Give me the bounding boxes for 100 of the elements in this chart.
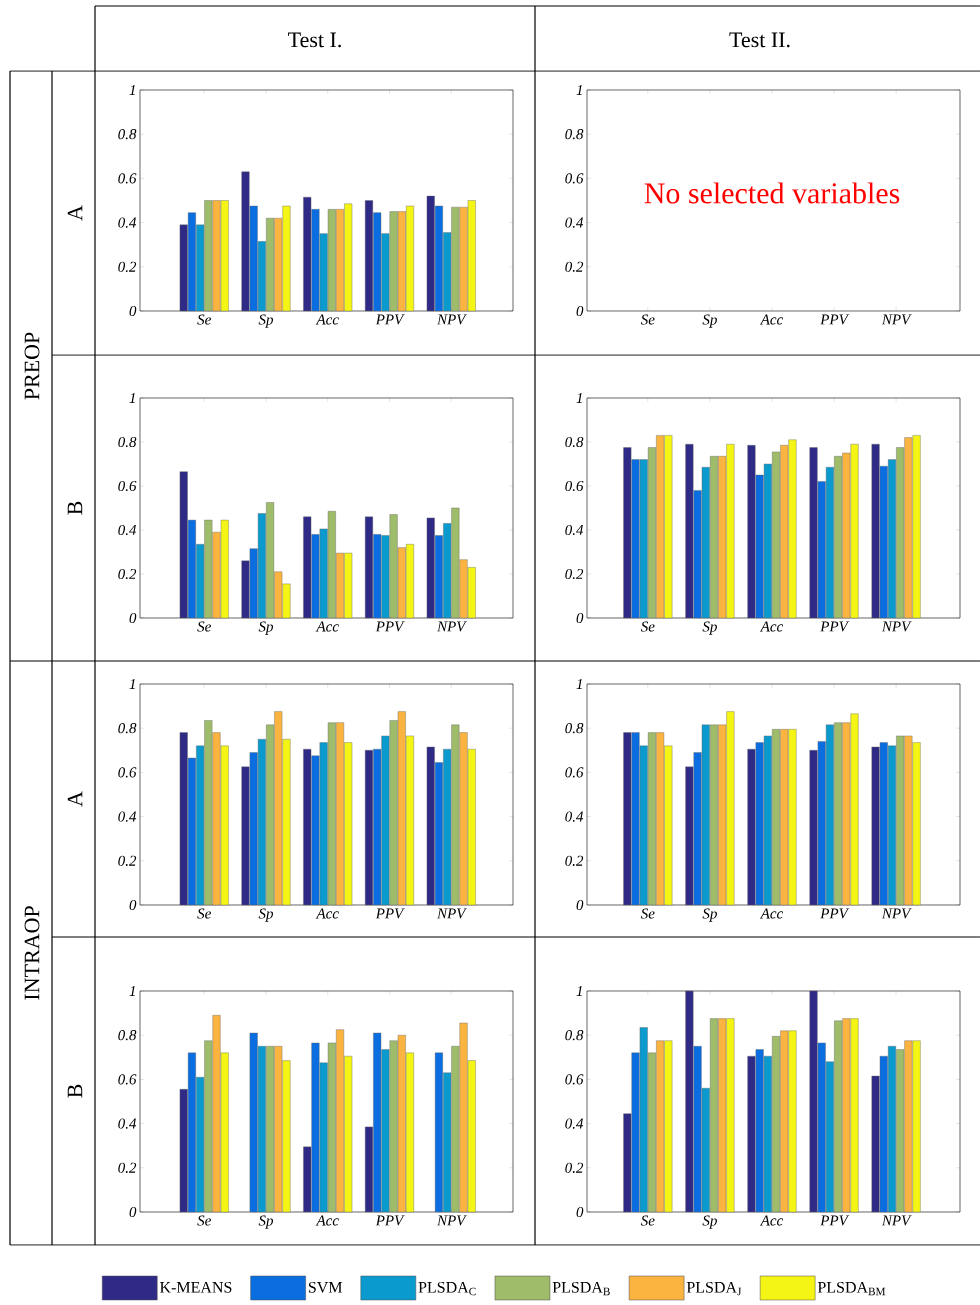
y-tick-label: 0.2 — [565, 261, 584, 272]
y-tick-label: 0.6 — [565, 1074, 584, 1085]
y-tick-label: 0.2 — [565, 1162, 584, 1173]
y-tick-label: 0 — [576, 305, 584, 317]
x-tick-label: Acc — [315, 621, 339, 632]
y-tick-label: 0.2 — [565, 568, 584, 580]
x-tick-label: NPV — [881, 1215, 912, 1226]
x-tick-label: PPV — [375, 314, 405, 325]
x-tick-label: Se — [640, 314, 655, 325]
x-tick-label: PPV — [375, 621, 405, 632]
legend-label: SVM — [308, 1281, 343, 1293]
x-tick-label: Se — [640, 908, 655, 919]
y-tick-label: 0.6 — [118, 173, 137, 184]
x-tick-label: Sp — [258, 621, 274, 635]
y-tick-label: 1 — [129, 85, 135, 95]
x-tick-label: Acc — [315, 908, 339, 919]
y-tick-label: 0 — [576, 1206, 584, 1218]
legend-label: PLSDA$_{J}$ — [686, 1281, 742, 1296]
x-tick-label: NPV — [881, 908, 912, 919]
y-tick-label: 0.4 — [565, 524, 584, 536]
x-tick-label: NPV — [436, 1215, 467, 1226]
x-tick-label: NPV — [881, 621, 912, 632]
y-tick-label: 0.8 — [118, 129, 137, 140]
text: Test I. — [288, 32, 341, 48]
text: B — [67, 1084, 83, 1098]
y-tick-label: 0.2 — [118, 855, 137, 866]
y-tick-label: 0.4 — [118, 217, 137, 228]
y-tick-label: 0 — [129, 899, 137, 911]
y-tick-label: 0.6 — [565, 480, 584, 492]
x-tick-label: Sp — [702, 621, 717, 635]
y-tick-label: 0.2 — [565, 855, 584, 866]
x-tick-label: NPV — [436, 908, 467, 919]
y-tick-label: 0.4 — [565, 1118, 584, 1129]
x-tick-label: Acc — [759, 314, 784, 325]
y-tick-label: 1 — [576, 85, 582, 95]
x-tick-label: Acc — [759, 1215, 784, 1226]
y-tick-label: 1 — [576, 393, 582, 403]
y-tick-label: 0.4 — [565, 811, 584, 822]
y-tick-label: 0.4 — [565, 217, 584, 228]
legend-label: PLSDA$_{B}$ — [552, 1281, 610, 1296]
x-tick-label: Se — [197, 314, 211, 325]
y-tick-label: 1 — [129, 679, 135, 689]
y-tick-label: 1 — [129, 986, 135, 996]
x-tick-label: Sp — [702, 908, 717, 922]
y-tick-label: 0.8 — [118, 1030, 137, 1041]
x-tick-label: Sp — [258, 908, 274, 922]
x-tick-label: NPV — [436, 621, 467, 632]
y-tick-label: 0.8 — [565, 436, 584, 448]
y-tick-label: 0 — [129, 305, 137, 317]
text: INTRAOP — [24, 906, 40, 1000]
y-tick-label: 0 — [576, 612, 584, 624]
x-tick-label: PPV — [375, 1215, 405, 1226]
text: A — [67, 205, 83, 221]
x-tick-label: PPV — [375, 908, 405, 919]
y-tick-label: 0.2 — [118, 568, 137, 580]
text: Test II. — [729, 32, 790, 48]
y-tick-label: 0.8 — [565, 129, 584, 140]
text: B — [67, 501, 83, 515]
y-tick-label: 0.4 — [118, 1118, 137, 1129]
y-tick-label: 0.6 — [565, 173, 584, 184]
y-tick-label: 0.6 — [118, 1074, 137, 1085]
x-tick-label: NPV — [881, 314, 912, 325]
text: A — [67, 791, 83, 807]
x-tick-label: Se — [197, 1215, 211, 1226]
x-tick-label: Sp — [258, 314, 274, 328]
text: PREOP — [24, 332, 40, 400]
x-tick-label: Sp — [702, 314, 717, 328]
y-tick-label: 0.6 — [565, 767, 584, 778]
y-tick-label: 0 — [576, 899, 584, 911]
x-tick-label: Acc — [315, 1215, 339, 1226]
x-tick-label: Acc — [315, 314, 339, 325]
x-tick-label: Se — [640, 1215, 655, 1226]
x-tick-label: PPV — [820, 621, 850, 632]
y-tick-label: 0.2 — [118, 261, 137, 272]
legend-label: PLSDA$_{BM}$ — [817, 1281, 886, 1296]
y-tick-label: 1 — [576, 679, 582, 689]
x-tick-label: Se — [197, 621, 211, 632]
x-tick-label: NPV — [436, 314, 467, 325]
legend-label: K-MEANS — [159, 1281, 232, 1293]
y-tick-label: 0.4 — [118, 524, 137, 536]
y-tick-label: 0.8 — [565, 723, 584, 734]
y-tick-label: 0.6 — [118, 767, 137, 778]
x-tick-label: PPV — [820, 908, 850, 919]
x-tick-label: Sp — [702, 1215, 717, 1229]
legend-label: PLSDA$_{C}$ — [418, 1281, 476, 1296]
x-tick-label: Se — [197, 908, 211, 919]
y-tick-label: 0.2 — [118, 1162, 137, 1173]
y-tick-label: 0.8 — [118, 436, 137, 448]
y-tick-label: 0.8 — [565, 1030, 584, 1041]
x-tick-label: PPV — [820, 314, 850, 325]
y-tick-label: 0 — [129, 1206, 137, 1218]
x-tick-label: Sp — [258, 1215, 274, 1229]
x-tick-label: PPV — [820, 1215, 850, 1226]
x-tick-label: Se — [640, 621, 655, 632]
y-tick-label: 0.4 — [118, 811, 137, 822]
y-tick-label: 0 — [129, 612, 137, 624]
x-tick-label: Acc — [759, 621, 784, 632]
annotation: No selected variables — [644, 182, 900, 204]
y-tick-label: 0.8 — [118, 723, 137, 734]
y-tick-label: 1 — [576, 986, 582, 996]
